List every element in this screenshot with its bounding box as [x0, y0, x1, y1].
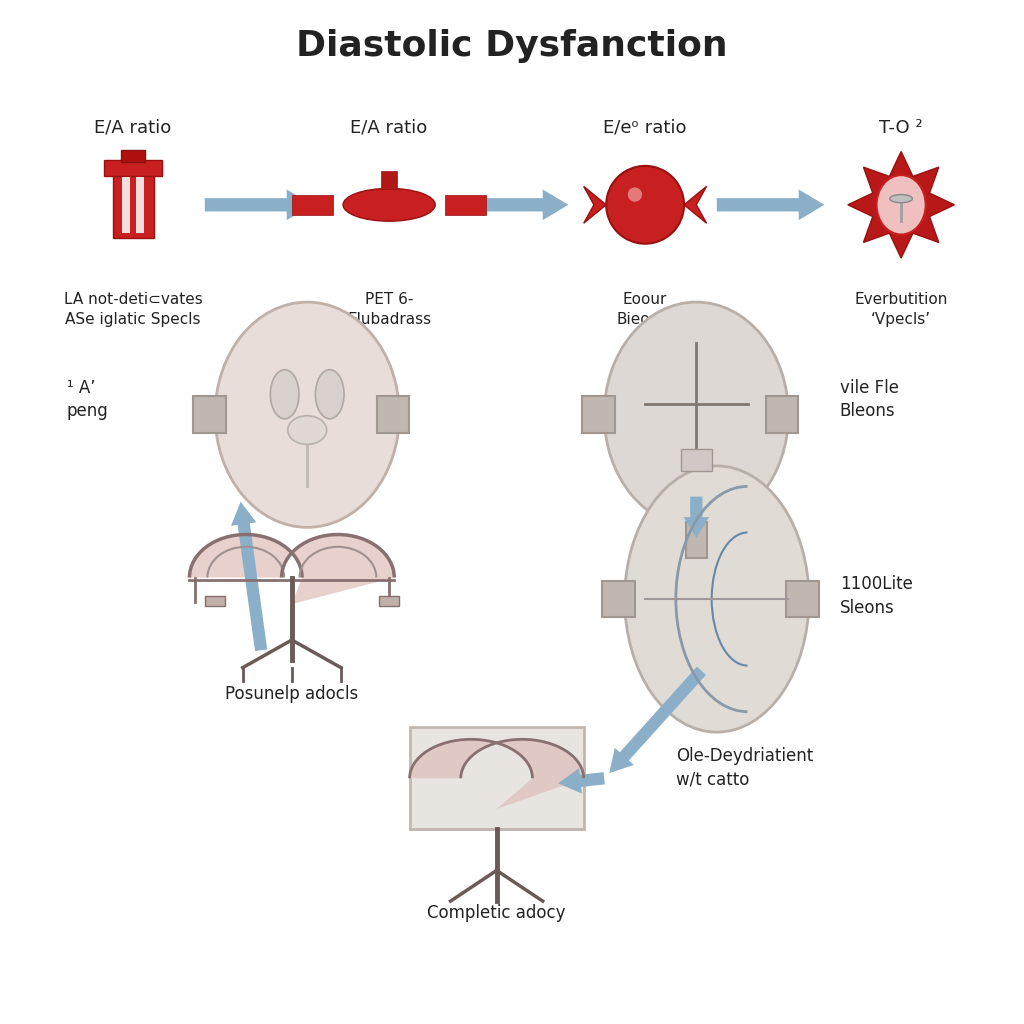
Text: E/eᵒ ratio: E/eᵒ ratio: [603, 119, 687, 137]
Bar: [121, 150, 145, 162]
Bar: [582, 396, 614, 433]
Bar: [193, 396, 225, 433]
Polygon shape: [684, 186, 707, 223]
Text: Diastolic Dysfanction: Diastolic Dysfanction: [296, 29, 728, 63]
Bar: [381, 171, 397, 189]
Bar: [122, 176, 130, 232]
Text: Eoour
Bieoneʼ: Eoour Bieoneʼ: [616, 292, 674, 327]
Ellipse shape: [215, 302, 399, 527]
Ellipse shape: [288, 416, 327, 444]
FancyArrow shape: [558, 768, 605, 794]
Bar: [786, 581, 819, 617]
Text: Ole-Deydriatient
w/t catto: Ole-Deydriatient w/t catto: [676, 748, 813, 788]
Text: 1100Lite
Sleons: 1100Lite Sleons: [840, 575, 912, 616]
FancyArrow shape: [231, 502, 267, 651]
FancyArrow shape: [717, 189, 824, 220]
Polygon shape: [848, 152, 954, 258]
Text: Posunelp adocls: Posunelp adocls: [225, 685, 358, 703]
Bar: [113, 171, 154, 238]
Bar: [136, 176, 144, 232]
Circle shape: [606, 166, 684, 244]
Circle shape: [628, 187, 642, 202]
FancyArrow shape: [684, 497, 709, 538]
Bar: [686, 522, 707, 558]
Bar: [445, 195, 486, 215]
Text: E/A ratio: E/A ratio: [350, 119, 428, 137]
Ellipse shape: [270, 370, 299, 419]
Text: ¹ Aʼ
peng: ¹ Aʼ peng: [67, 379, 109, 420]
Ellipse shape: [890, 195, 912, 203]
Polygon shape: [584, 186, 606, 223]
Bar: [205, 596, 225, 606]
FancyArrow shape: [461, 189, 568, 220]
Text: LA not-deti⊂vates
ASe iglatic Specls: LA not-deti⊂vates ASe iglatic Specls: [63, 292, 203, 327]
Polygon shape: [189, 535, 394, 604]
Bar: [681, 449, 712, 471]
Ellipse shape: [877, 175, 926, 234]
Text: PET 6-
Elubadrass: PET 6- Elubadrass: [347, 292, 431, 327]
Ellipse shape: [604, 302, 788, 527]
Bar: [292, 195, 333, 215]
Polygon shape: [410, 739, 584, 809]
Bar: [377, 396, 410, 433]
Bar: [379, 596, 399, 606]
Bar: [104, 160, 162, 176]
FancyArrow shape: [205, 189, 312, 220]
Ellipse shape: [315, 370, 344, 419]
Text: Completic adocy: Completic adocy: [427, 904, 566, 923]
Ellipse shape: [625, 466, 809, 732]
Text: E/A ratio: E/A ratio: [94, 119, 172, 137]
Text: vile Fle
Bleons: vile Fle Bleons: [840, 379, 899, 420]
Bar: [766, 396, 799, 433]
Ellipse shape: [343, 188, 435, 221]
Bar: [410, 727, 584, 829]
Text: Everbutition
‘Vpecls’: Everbutition ‘Vpecls’: [854, 292, 948, 327]
Bar: [602, 581, 635, 617]
FancyArrow shape: [609, 667, 706, 773]
Text: T-O ²: T-O ²: [880, 119, 923, 137]
